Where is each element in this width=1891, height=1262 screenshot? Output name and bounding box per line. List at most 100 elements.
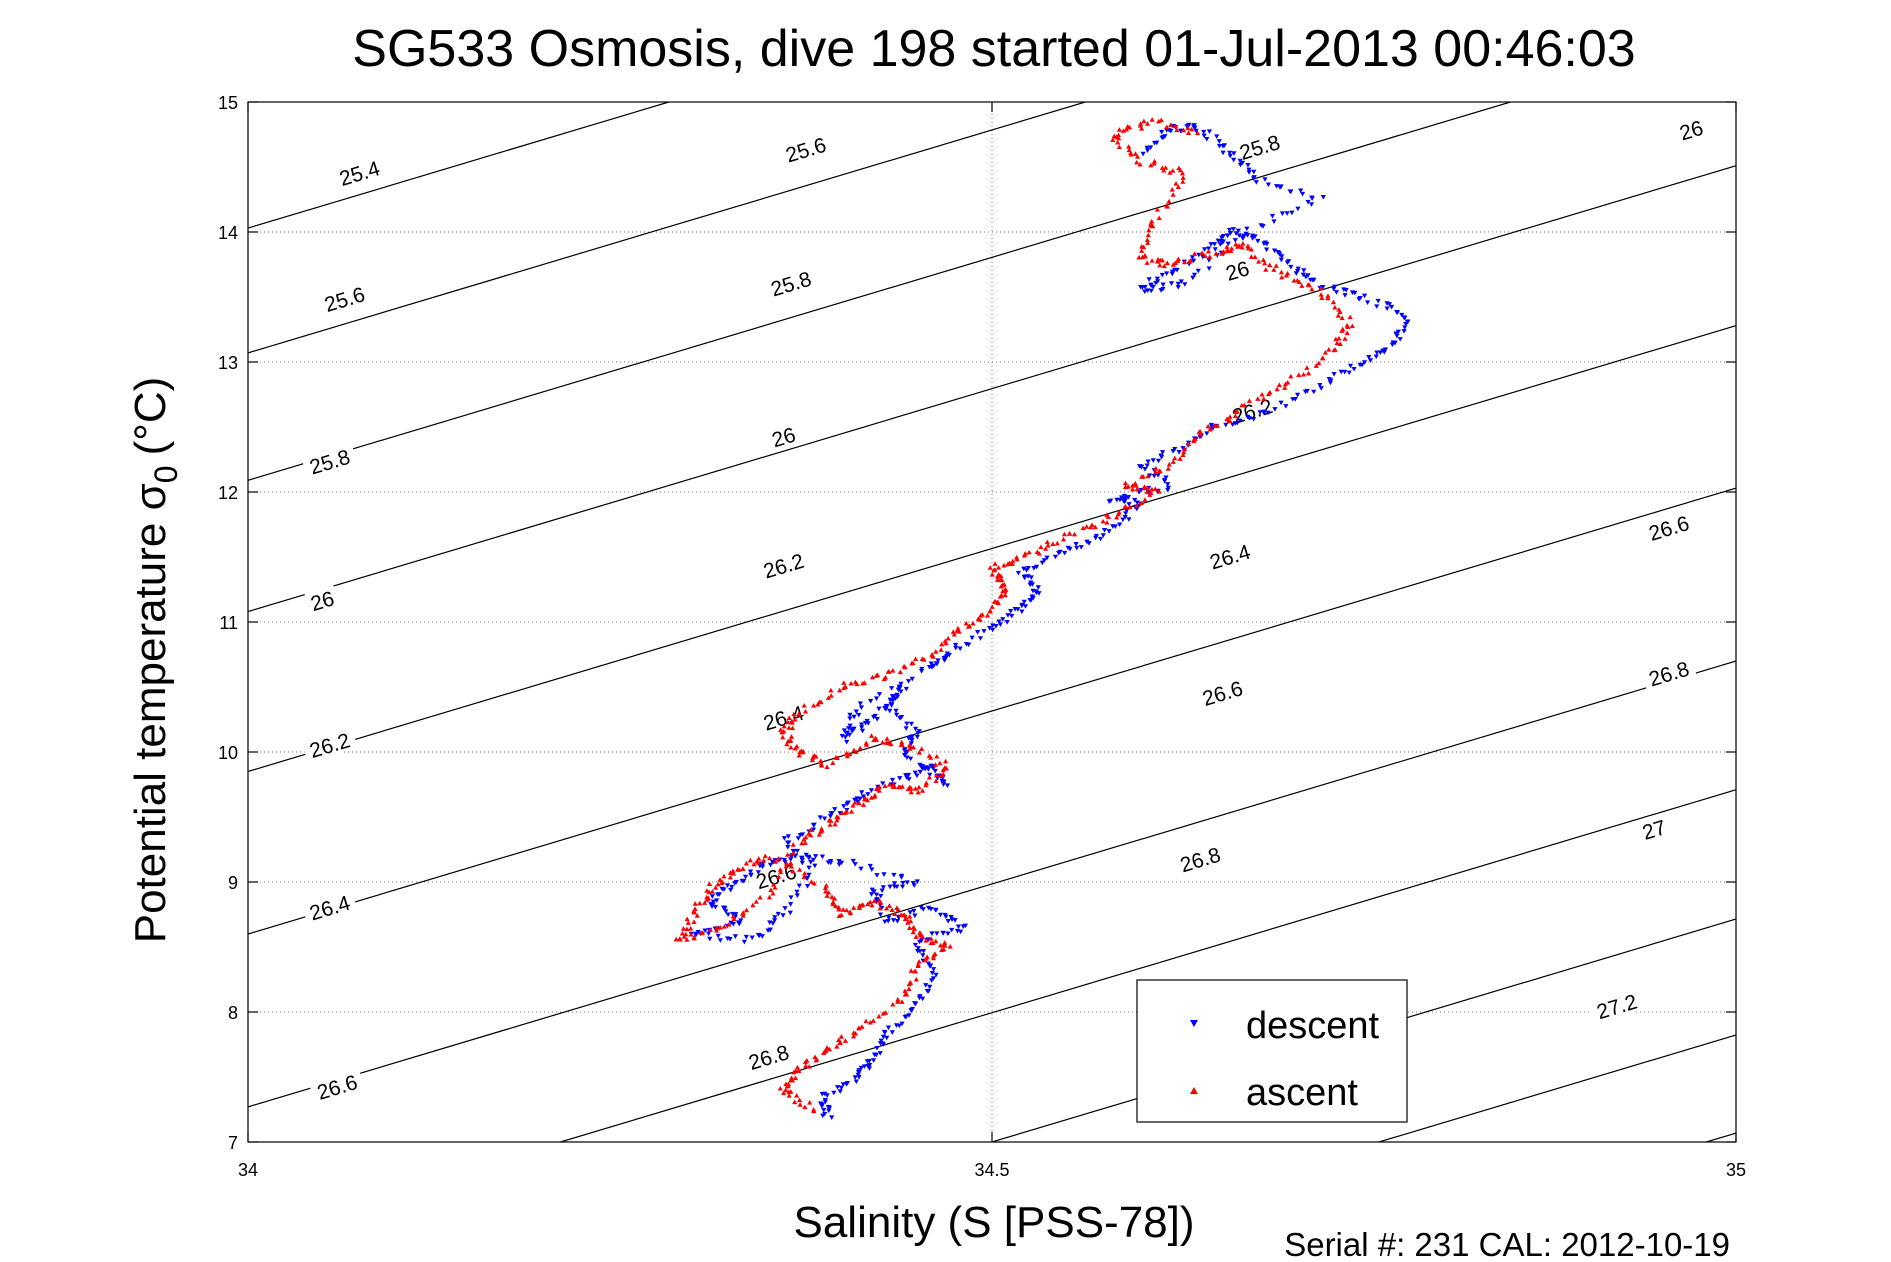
ascent-marker <box>1120 128 1127 133</box>
ascent-marker <box>899 784 905 789</box>
descent-marker <box>1294 268 1301 274</box>
ascent-marker <box>933 938 939 944</box>
descent-marker <box>788 902 794 907</box>
descent-marker <box>837 1089 843 1094</box>
ascent-marker <box>979 612 985 617</box>
ascent-marker <box>1274 386 1280 392</box>
descent-marker <box>1289 210 1295 216</box>
descent-marker <box>1278 257 1284 263</box>
ascent-marker <box>1159 165 1165 170</box>
ascent-marker <box>1022 551 1028 556</box>
descent-marker <box>914 879 920 885</box>
descent-marker <box>943 914 949 920</box>
descent-marker <box>767 927 773 933</box>
descent-marker <box>1158 454 1165 460</box>
ascent-marker <box>970 620 976 626</box>
descent-marker <box>1162 479 1168 484</box>
ascent-marker <box>899 999 905 1004</box>
descent-marker <box>1356 297 1362 302</box>
descent-marker <box>1114 497 1120 503</box>
contour-label-bg <box>308 1066 366 1105</box>
contour-label-bg <box>1672 112 1709 145</box>
descent-marker <box>1159 135 1165 141</box>
descent-marker <box>902 747 908 752</box>
descent-marker <box>728 887 734 893</box>
ascent-marker <box>1181 449 1187 455</box>
ascent-marker <box>939 641 945 647</box>
descent-marker <box>908 1008 915 1013</box>
ascent-marker <box>879 739 886 745</box>
contour-label-bg <box>1201 536 1258 575</box>
ascent-marker <box>1192 436 1198 442</box>
ascent-marker <box>826 1046 833 1052</box>
descent-marker <box>810 823 817 828</box>
ascent-marker <box>996 571 1002 577</box>
ascent-marker <box>779 729 785 735</box>
descent-marker <box>717 938 723 943</box>
contour-label-bg <box>300 724 358 763</box>
legend-descent-marker <box>1190 1020 1198 1027</box>
descent-marker <box>1320 194 1326 200</box>
ascent-marker <box>770 890 776 896</box>
descent-marker <box>911 908 917 914</box>
ascent-marker <box>677 936 683 942</box>
y-tick-label: 10 <box>218 743 238 763</box>
ascent-marker <box>856 800 862 806</box>
descent-marker <box>867 1062 873 1068</box>
ascent-marker <box>840 907 846 912</box>
descent-marker <box>990 627 996 633</box>
descent-marker <box>880 1042 886 1047</box>
descent-marker <box>1106 529 1112 534</box>
descent-marker <box>829 1115 835 1120</box>
descent-marker <box>1015 570 1022 576</box>
ascent-marker <box>940 771 946 777</box>
ascent-marker <box>792 745 798 751</box>
ascent-marker <box>1050 541 1056 547</box>
descent-marker <box>933 908 939 913</box>
descent-marker <box>1100 533 1106 538</box>
descent-marker <box>1184 124 1190 129</box>
ascent-marker <box>1060 536 1067 542</box>
x-tick-label: 35 <box>1726 1160 1746 1180</box>
descent-marker <box>987 625 993 631</box>
descent-marker <box>1272 407 1278 412</box>
descent-marker <box>931 967 937 972</box>
ascent-marker <box>1276 382 1282 388</box>
ascent-marker <box>847 909 853 915</box>
ascent-marker <box>1163 165 1169 170</box>
ascent-marker <box>1278 269 1285 275</box>
descent-marker <box>1034 564 1040 570</box>
ascent-marker <box>1339 328 1345 333</box>
descent-marker <box>874 897 880 902</box>
descent-marker <box>1195 268 1201 274</box>
ascent-marker <box>762 853 768 859</box>
legend: descent ascent <box>1136 979 1408 1123</box>
descent-marker <box>741 939 747 945</box>
ascent-marker <box>1207 254 1213 259</box>
descent-marker <box>1039 560 1045 566</box>
descent-marker <box>1117 522 1123 528</box>
ascent-marker <box>1176 165 1182 171</box>
descent-marker <box>966 642 972 648</box>
descent-marker <box>880 885 886 890</box>
ascent-marker <box>874 672 881 677</box>
ascent-marker <box>907 918 914 924</box>
descent-marker <box>1208 422 1215 428</box>
ascent-marker <box>947 943 953 949</box>
descent-marker <box>843 1081 850 1087</box>
ascent-marker <box>1114 514 1120 520</box>
ascent-marker <box>932 762 939 767</box>
ascent-marker <box>1014 554 1020 560</box>
density-contour-line <box>248 165 1736 613</box>
descent-marker <box>977 636 984 641</box>
descent-marker <box>1331 371 1337 377</box>
ascent-marker <box>863 742 870 747</box>
descent-marker <box>887 697 893 703</box>
density-contour-line <box>560 789 1736 1142</box>
ascent-marker <box>900 912 906 918</box>
descent-marker <box>1288 189 1294 195</box>
descent-marker <box>1308 202 1315 207</box>
ascent-marker <box>790 842 796 847</box>
ascent-marker <box>1300 371 1307 377</box>
descent-marker <box>722 906 728 911</box>
